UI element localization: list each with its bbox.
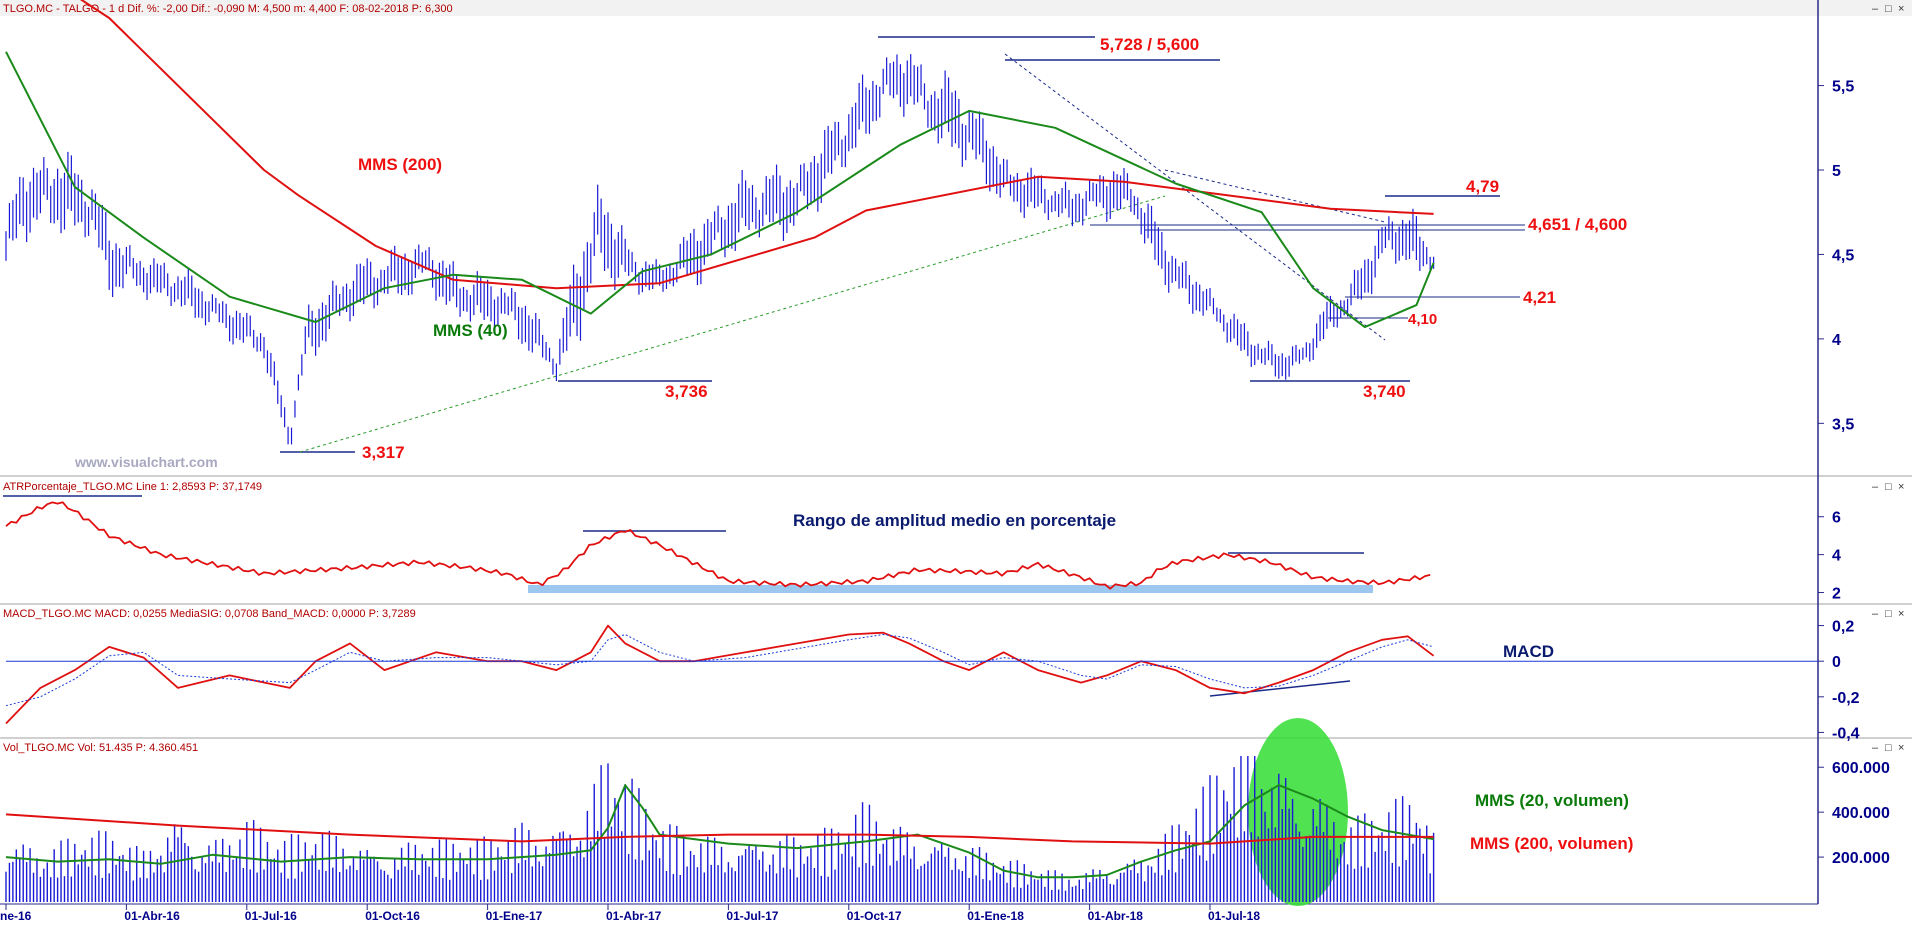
volume-ytick-label: 200.000 <box>1832 850 1890 867</box>
label-5728: 5,728 / 5,600 <box>1100 35 1199 54</box>
watermark: www.visualchart.com <box>74 454 218 470</box>
label-410: 4,10 <box>1408 311 1437 328</box>
xtick-label: 01-Abr-17 <box>606 909 662 922</box>
atr-ytick-label: 2 <box>1832 586 1841 603</box>
svg-text:‒: ‒ <box>1872 481 1879 493</box>
label-421: 4,21 <box>1523 288 1556 307</box>
svg-text:×: × <box>1898 3 1904 15</box>
macd-ytick-label: 0 <box>1832 654 1841 671</box>
price-header: TLGO.MC - TALGO - 1 d Dif. %: -2,00 Dif.… <box>3 3 453 15</box>
label-vol-mms200: MMS (200, volumen) <box>1470 834 1633 853</box>
support-trendline <box>299 195 1166 453</box>
macd-title: MACD <box>1503 642 1554 661</box>
volume-header: Vol_TLGO.MC Vol: 51.435 P: 4.360.451 <box>3 742 198 754</box>
price-ytick-label: 4 <box>1832 332 1841 349</box>
price-ytick-label: 4,5 <box>1832 247 1854 264</box>
svg-text:×: × <box>1898 481 1904 493</box>
xtick-label: 01-Jul-16 <box>245 909 297 922</box>
macd-divergence-line <box>1209 680 1351 697</box>
svg-text:‒: ‒ <box>1872 742 1879 754</box>
svg-text:‒: ‒ <box>1872 3 1879 15</box>
price-window-buttons[interactable]: ‒ □ × <box>1872 3 1904 15</box>
atr-title: Rango de amplitud medio en porcentaje <box>793 511 1116 530</box>
atr-ytick-label: 6 <box>1832 510 1841 527</box>
svg-text:□: □ <box>1885 742 1892 754</box>
macd-header: MACD_TLGO.MC MACD: 0,0255 MediaSIG: 0,07… <box>3 608 416 620</box>
label-3317: 3,317 <box>362 443 405 462</box>
macd-series-macd <box>5 624 1435 725</box>
macd-ytick-label: -0,4 <box>1832 725 1860 742</box>
label-3740: 3,740 <box>1363 382 1406 401</box>
svg-text:‒: ‒ <box>1872 608 1879 620</box>
label-3736: 3,736 <box>665 382 708 401</box>
xtick-label: 01-Jul-17 <box>726 909 778 922</box>
label-vol-mms20: MMS (20, volumen) <box>1475 791 1629 810</box>
price-annotation-lines <box>280 36 1525 453</box>
svg-text:□: □ <box>1885 608 1892 620</box>
price-ytick-label: 5,5 <box>1832 79 1854 96</box>
label-mms40: MMS (40) <box>433 321 508 340</box>
svg-text:×: × <box>1898 608 1904 620</box>
atr-ytick-label: 4 <box>1832 548 1841 565</box>
price-series-mms200 <box>79 0 1434 290</box>
svg-text:□: □ <box>1885 481 1892 493</box>
volume-series-mms200volumen <box>5 813 1434 845</box>
volume-highlight-ellipse <box>1248 718 1348 906</box>
price-ytick-label: 3,5 <box>1832 416 1854 433</box>
volume-series-mms20volumen <box>5 784 1434 879</box>
xtick-label: 01-Oct-17 <box>847 909 902 922</box>
xtick-label: 01-Abr-18 <box>1088 909 1144 922</box>
macd-series-mediasig <box>5 634 1434 707</box>
macd-ytick-label: -0,2 <box>1832 690 1860 707</box>
xtick-label: 01-Ene-17 <box>486 909 543 922</box>
macd-ytick-label: 0,2 <box>1832 619 1854 636</box>
svg-text:×: × <box>1898 742 1904 754</box>
atr-window-buttons[interactable]: ‒ □ × <box>1872 481 1904 493</box>
label-mms200: MMS (200) <box>358 155 442 174</box>
xtick-label: 01-Abr-16 <box>124 909 180 922</box>
atr-line <box>5 501 1431 590</box>
xtick-label: 01-Oct-16 <box>365 909 420 922</box>
xtick-label: ne-16 <box>0 909 32 922</box>
label-479: 4,79 <box>1466 177 1499 196</box>
atr-header: ATRPorcentaje_TLGO.MC Line 1: 2,8593 P: … <box>3 481 262 493</box>
atr-level-lines <box>3 495 1364 554</box>
atr-band-highlight <box>528 585 1373 593</box>
volume-ytick-label: 400.000 <box>1832 805 1890 822</box>
price-header-bar <box>0 0 1912 16</box>
xtick-label: 01-Ene-18 <box>967 909 1024 922</box>
xtick-label: 01-Jul-18 <box>1208 909 1260 922</box>
label-4651: 4,651 / 4,600 <box>1528 215 1627 234</box>
svg-text:□: □ <box>1885 3 1892 15</box>
price-series-mms40 <box>5 51 1435 329</box>
macd-window-buttons[interactable]: ‒ □ × <box>1872 608 1904 620</box>
volume-window-buttons[interactable]: ‒ □ × <box>1872 742 1904 754</box>
price-ytick-label: 5 <box>1832 163 1841 180</box>
volume-ytick-label: 600.000 <box>1832 760 1890 777</box>
